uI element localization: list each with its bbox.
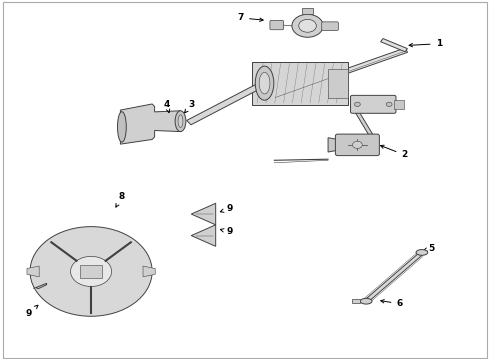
Ellipse shape	[360, 298, 372, 304]
Circle shape	[292, 14, 323, 37]
Bar	[252, 62, 347, 105]
Polygon shape	[381, 39, 408, 52]
Polygon shape	[328, 138, 338, 152]
Bar	[302, 8, 314, 14]
Ellipse shape	[175, 111, 186, 132]
Polygon shape	[143, 266, 155, 277]
Text: 5: 5	[423, 244, 435, 253]
Polygon shape	[351, 299, 360, 303]
Ellipse shape	[178, 115, 183, 127]
Text: 9: 9	[220, 204, 233, 213]
Polygon shape	[121, 104, 180, 144]
Bar	[328, 69, 347, 98]
Text: 6: 6	[381, 299, 403, 308]
Polygon shape	[275, 48, 408, 98]
Text: 3: 3	[185, 100, 195, 113]
Text: 9: 9	[220, 228, 233, 237]
Polygon shape	[191, 203, 216, 225]
Text: 9: 9	[26, 305, 38, 318]
Circle shape	[354, 102, 360, 107]
Circle shape	[386, 102, 392, 107]
Polygon shape	[351, 104, 379, 145]
Polygon shape	[365, 253, 421, 302]
Text: 2: 2	[381, 145, 408, 159]
Polygon shape	[191, 225, 216, 246]
Polygon shape	[187, 81, 267, 125]
Bar	[80, 265, 102, 278]
Circle shape	[352, 141, 362, 148]
Text: 8: 8	[116, 192, 125, 207]
Polygon shape	[27, 266, 39, 277]
Text: 7: 7	[238, 13, 263, 22]
Ellipse shape	[118, 112, 126, 142]
Text: 1: 1	[409, 39, 442, 48]
Circle shape	[299, 19, 317, 32]
FancyBboxPatch shape	[350, 95, 396, 113]
Circle shape	[71, 256, 112, 287]
Text: 4: 4	[164, 100, 170, 113]
FancyBboxPatch shape	[322, 22, 338, 31]
Bar	[394, 100, 404, 109]
Ellipse shape	[255, 66, 274, 100]
Ellipse shape	[416, 249, 428, 255]
FancyBboxPatch shape	[335, 134, 379, 156]
Ellipse shape	[259, 72, 270, 94]
Polygon shape	[36, 283, 47, 289]
FancyBboxPatch shape	[270, 21, 284, 30]
Circle shape	[30, 226, 152, 316]
